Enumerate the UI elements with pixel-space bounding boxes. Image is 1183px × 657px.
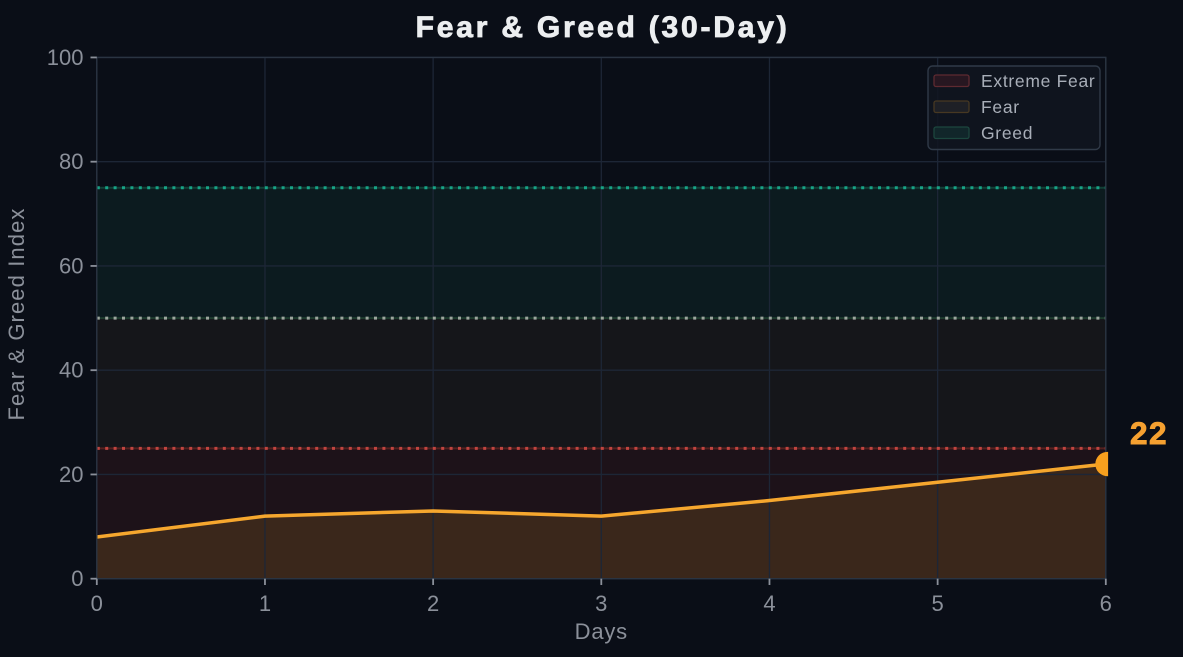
svg-text:Fear & Greed Index: Fear & Greed Index [4, 207, 29, 420]
svg-text:Days: Days [575, 619, 628, 644]
svg-text:60: 60 [59, 254, 83, 279]
svg-text:4: 4 [763, 591, 775, 616]
svg-text:Extreme Fear: Extreme Fear [981, 71, 1095, 91]
svg-text:1: 1 [259, 591, 271, 616]
svg-text:Fear: Fear [981, 97, 1020, 117]
svg-text:20: 20 [59, 462, 83, 487]
svg-text:2: 2 [427, 591, 439, 616]
svg-text:0: 0 [91, 591, 103, 616]
svg-text:6: 6 [1100, 591, 1112, 616]
svg-text:5: 5 [932, 591, 944, 616]
svg-text:Greed: Greed [981, 123, 1033, 143]
svg-text:40: 40 [59, 358, 83, 383]
svg-text:0: 0 [71, 566, 83, 591]
svg-text:100: 100 [47, 45, 84, 70]
svg-text:Fear & Greed (30-Day): Fear & Greed (30-Day) [416, 11, 790, 44]
svg-text:80: 80 [59, 149, 83, 174]
svg-text:3: 3 [595, 591, 607, 616]
svg-text:22: 22 [1130, 415, 1168, 451]
